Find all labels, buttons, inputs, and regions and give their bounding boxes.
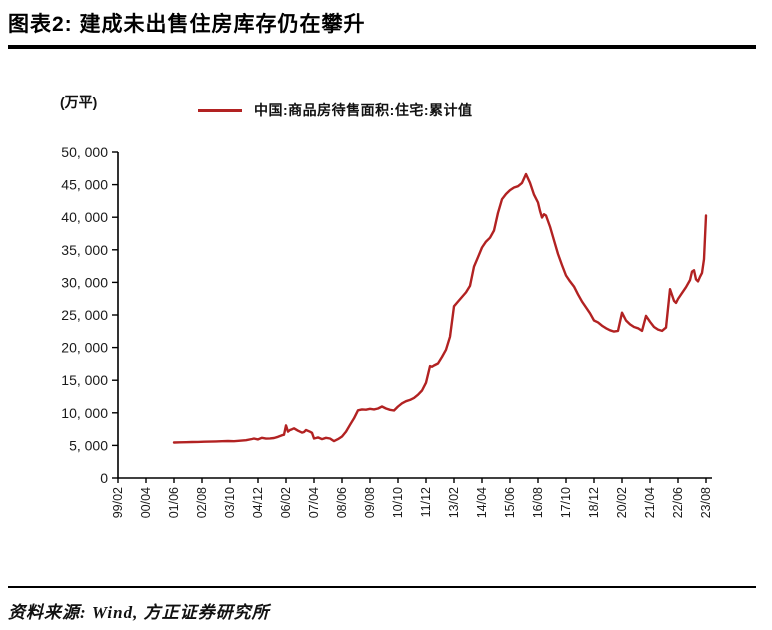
x-tick-label: 15/06 <box>503 487 517 518</box>
legend-line-icon <box>198 108 242 112</box>
line-chart-canvas: 0 5, 000 10, 000 15, 000 20, 000 25, 000 30, 0… <box>61 144 713 518</box>
x-tick-label: 04/12 <box>251 487 265 518</box>
x-tick-label: 08/06 <box>335 487 349 518</box>
x-tick-label: 22/06 <box>671 487 685 518</box>
y-tick-label: 10, 000 <box>61 405 108 421</box>
x-tick-label: 20/02 <box>615 487 629 518</box>
y-tick-label: 45, 000 <box>61 177 108 193</box>
x-tick-label: 13/02 <box>447 487 461 518</box>
x-axis-labels: 99/02 00/04 01/06 02/08 03/10 04/12 06/02 07/04… <box>111 478 713 518</box>
x-tick-label: 11/12 <box>419 487 433 517</box>
footer-divider <box>8 586 756 588</box>
x-tick-label: 17/10 <box>559 487 573 518</box>
y-tick-label: 5, 000 <box>69 437 108 453</box>
x-tick-label: 21/04 <box>643 487 657 518</box>
x-tick-label: 01/06 <box>167 487 181 518</box>
x-tick-label: 03/10 <box>223 487 237 518</box>
y-tick-label: 35, 000 <box>61 242 108 258</box>
x-tick-label: 10/10 <box>391 487 405 518</box>
y-tick-label: 30, 000 <box>61 274 108 290</box>
source-note: 资料来源: Wind, 方正证券研究所 <box>8 603 270 622</box>
x-tick-label: 06/02 <box>279 487 293 518</box>
y-tick-label: 50, 000 <box>61 144 108 160</box>
x-tick-label: 00/04 <box>139 487 153 518</box>
y-tick-label: 15, 000 <box>61 372 108 388</box>
legend-label: 中国:商品房待售面积:住宅:累计值 <box>254 102 473 118</box>
x-tick-label: 14/04 <box>475 487 489 518</box>
y-axis-unit-label: (万平) <box>60 94 98 110</box>
x-tick-label: 09/08 <box>363 487 377 518</box>
y-axis-labels: 0 5, 000 10, 000 15, 000 20, 000 25, 000 30, 0… <box>61 144 118 486</box>
chart-title: 图表2: 建成未出售住房库存仍在攀升 <box>8 8 756 49</box>
x-tick-label: 18/12 <box>587 487 601 518</box>
data-line <box>172 172 708 444</box>
x-tick-label: 16/08 <box>531 487 545 518</box>
x-tick-label: 02/08 <box>195 487 209 518</box>
x-tick-label: 23/08 <box>699 487 713 518</box>
y-tick-label: 25, 000 <box>61 307 108 323</box>
x-tick-label: 99/02 <box>111 487 125 518</box>
y-tick-label: 20, 000 <box>61 340 108 356</box>
y-tick-label: 40, 000 <box>61 209 108 225</box>
chart-legend: 中国:商品房待售面积:住宅:累计值 <box>198 100 473 120</box>
x-tick-label: 07/04 <box>307 487 321 518</box>
y-tick-label: 0 <box>100 470 108 486</box>
